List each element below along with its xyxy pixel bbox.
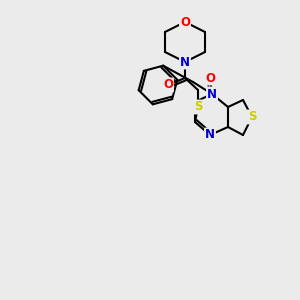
Text: N: N xyxy=(180,56,190,68)
Text: O: O xyxy=(205,71,215,85)
Text: N: N xyxy=(207,88,217,100)
Text: S: S xyxy=(194,100,202,113)
Text: O: O xyxy=(180,16,190,28)
Text: N: N xyxy=(205,128,215,142)
Text: O: O xyxy=(163,79,173,92)
Text: S: S xyxy=(248,110,256,124)
